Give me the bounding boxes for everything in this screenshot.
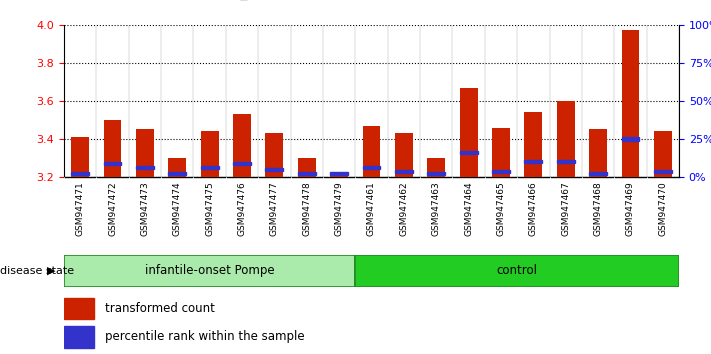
Bar bbox=[330, 172, 348, 175]
Text: ▶: ▶ bbox=[47, 266, 55, 276]
Bar bbox=[64, 326, 94, 348]
Bar bbox=[460, 150, 478, 154]
Bar bbox=[395, 170, 413, 173]
Bar bbox=[201, 166, 218, 169]
Text: GSM947479: GSM947479 bbox=[335, 181, 343, 236]
Text: GSM947470: GSM947470 bbox=[658, 181, 668, 236]
Bar bbox=[621, 30, 639, 177]
Text: GSM947477: GSM947477 bbox=[270, 181, 279, 236]
Bar bbox=[265, 133, 283, 177]
Text: GSM947462: GSM947462 bbox=[400, 181, 408, 235]
Text: GSM947468: GSM947468 bbox=[594, 181, 603, 236]
Text: GSM947467: GSM947467 bbox=[561, 181, 570, 236]
Bar bbox=[136, 130, 154, 177]
Bar bbox=[169, 172, 186, 175]
Bar bbox=[492, 127, 510, 177]
Text: GSM947466: GSM947466 bbox=[529, 181, 538, 236]
Bar bbox=[492, 170, 510, 173]
Text: GSM947475: GSM947475 bbox=[205, 181, 214, 236]
Bar bbox=[104, 120, 122, 177]
Text: GSM947465: GSM947465 bbox=[496, 181, 506, 236]
Bar bbox=[201, 131, 218, 177]
Text: GSM947474: GSM947474 bbox=[173, 181, 182, 235]
Text: disease state: disease state bbox=[0, 266, 74, 276]
Bar bbox=[169, 158, 186, 177]
Text: control: control bbox=[497, 264, 538, 277]
Bar bbox=[525, 160, 542, 164]
Text: percentile rank within the sample: percentile rank within the sample bbox=[105, 330, 304, 343]
Bar bbox=[64, 255, 356, 287]
Text: GSM947469: GSM947469 bbox=[626, 181, 635, 236]
Bar bbox=[525, 112, 542, 177]
Bar bbox=[298, 158, 316, 177]
Bar bbox=[557, 101, 574, 177]
Text: GSM947464: GSM947464 bbox=[464, 181, 473, 235]
Text: GSM947471: GSM947471 bbox=[75, 181, 85, 236]
Text: GSM947473: GSM947473 bbox=[140, 181, 149, 236]
Bar bbox=[654, 170, 672, 173]
Bar bbox=[330, 175, 348, 177]
Text: GSM947461: GSM947461 bbox=[367, 181, 376, 236]
Bar bbox=[654, 131, 672, 177]
Bar bbox=[621, 137, 639, 141]
Bar bbox=[71, 172, 89, 175]
Bar bbox=[395, 133, 413, 177]
Bar bbox=[427, 158, 445, 177]
Bar bbox=[427, 172, 445, 175]
Bar bbox=[589, 130, 607, 177]
Text: GSM947476: GSM947476 bbox=[237, 181, 247, 236]
Bar bbox=[233, 162, 251, 165]
Bar bbox=[265, 168, 283, 171]
Bar bbox=[589, 172, 607, 175]
Text: infantile-onset Pompe: infantile-onset Pompe bbox=[145, 264, 274, 277]
Bar bbox=[104, 162, 122, 165]
Bar bbox=[460, 87, 478, 177]
Bar bbox=[136, 166, 154, 169]
Bar bbox=[557, 160, 574, 164]
Bar bbox=[71, 137, 89, 177]
Bar bbox=[298, 172, 316, 175]
Bar bbox=[233, 114, 251, 177]
Bar bbox=[356, 255, 679, 287]
Bar bbox=[64, 298, 94, 319]
Text: transformed count: transformed count bbox=[105, 302, 215, 315]
Text: GSM947463: GSM947463 bbox=[432, 181, 441, 236]
Text: GSM947478: GSM947478 bbox=[302, 181, 311, 236]
Bar bbox=[363, 126, 380, 177]
Text: GSM947472: GSM947472 bbox=[108, 181, 117, 235]
Bar bbox=[363, 166, 380, 169]
